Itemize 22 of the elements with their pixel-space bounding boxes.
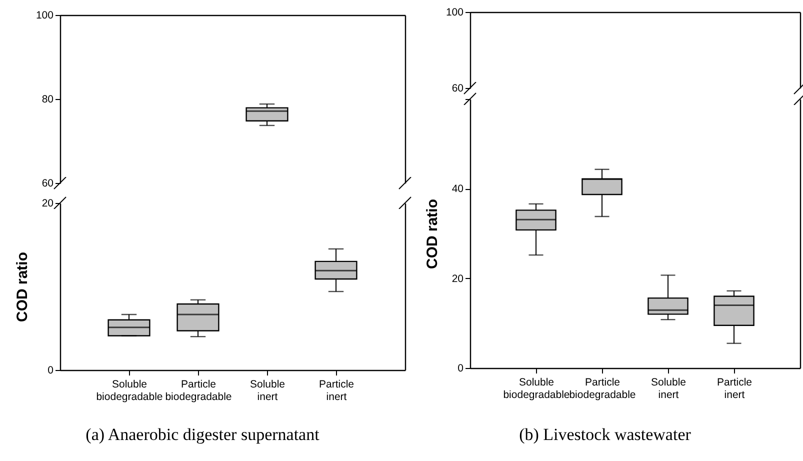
x-tick-label: Soluble biodegradable	[96, 378, 163, 403]
y-tick-label: 80	[42, 94, 54, 106]
y-tick-label: 100	[446, 6, 464, 18]
y-tick-label: 60	[42, 178, 54, 190]
y-tick-label: 40	[452, 183, 464, 196]
y-tick-label: 20	[452, 272, 464, 285]
x-tick-label: Particle inert	[318, 378, 354, 403]
y-tick-label: 20	[42, 198, 54, 210]
y-tick-label: 0	[458, 362, 464, 374]
text: (b) Livestock wastewater	[518, 425, 692, 445]
x-tick-label: Particle inert	[716, 376, 752, 401]
y-tick-label: 100	[36, 10, 54, 22]
x-tick-label: Particle biodegradable	[569, 376, 636, 401]
x-tick-label: Soluble biodegradable	[503, 376, 570, 401]
y-axis-title: COD ratio	[14, 252, 31, 322]
x-tick-label: Soluble inert	[250, 378, 286, 403]
x-tick-label: Particle biodegradable	[165, 378, 232, 403]
y-tick-label: 60	[452, 82, 464, 94]
y-tick-label: 0	[48, 364, 54, 376]
text: (a) Anaerobic digester supernatant	[84, 425, 320, 445]
x-tick-label: Soluble inert	[650, 376, 686, 401]
y-axis-title: COD ratio	[424, 198, 441, 270]
